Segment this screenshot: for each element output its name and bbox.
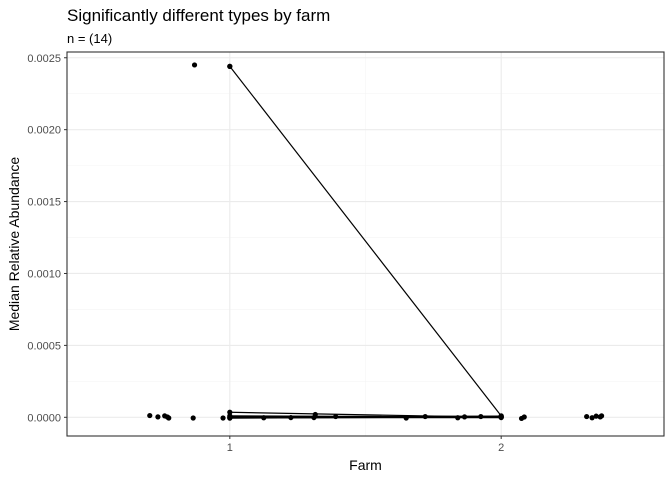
x-tick-label: 1 (227, 442, 233, 454)
data-point (422, 413, 428, 420)
y-tick-label: 0.0025 (27, 53, 61, 65)
data-point (155, 414, 161, 420)
data-point (261, 415, 267, 421)
data-point (333, 413, 339, 420)
x-axis-label: Farm (349, 457, 382, 473)
y-tick-label: 0.0020 (27, 125, 61, 137)
data-points (147, 62, 605, 422)
data-point (147, 412, 153, 419)
y-tick-label: 0.0000 (27, 412, 61, 424)
y-tick-label: 0.0010 (27, 268, 61, 280)
data-point (403, 415, 409, 421)
panel-border (66, 51, 665, 437)
data-point (455, 415, 461, 421)
grid (67, 52, 664, 436)
y-tick-label: 0.0005 (27, 340, 61, 352)
data-point (288, 414, 294, 421)
chart-subtitle: n = (14) (67, 31, 112, 46)
chart-title: Significantly different types by farm (67, 6, 330, 25)
data-point (166, 415, 172, 421)
pair-endpoint (227, 409, 233, 415)
y-axis-label: Median Relative Abundance (6, 157, 22, 332)
y-tick-label: 0.0015 (27, 197, 61, 209)
data-point (220, 415, 226, 421)
pair-line (229, 66, 502, 417)
data-point (478, 413, 484, 420)
data-point (593, 413, 599, 419)
data-point (584, 413, 590, 420)
data-point (191, 62, 198, 68)
data-point (461, 414, 468, 420)
data-point (598, 413, 605, 419)
x-tick-label: 2 (498, 442, 504, 454)
axes: 0.0000 0.0005 0.0010 0.0015 0.0020 0.0025 1 2 (27, 53, 504, 454)
data-point (227, 63, 233, 69)
data-point (521, 414, 527, 420)
data-point (190, 415, 196, 421)
pair-endpoint (227, 415, 233, 421)
pair-endpoint (498, 414, 504, 420)
data-point (312, 411, 318, 418)
data-point (589, 415, 595, 421)
